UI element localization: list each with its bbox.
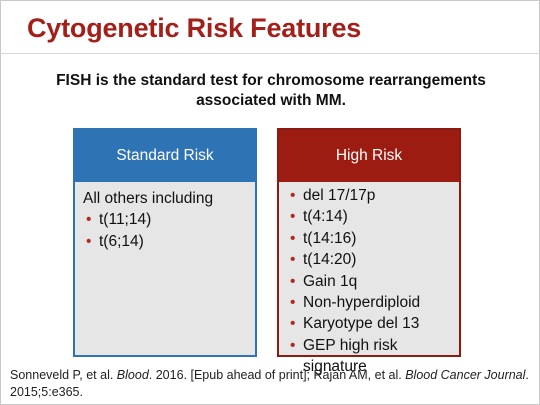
standard-risk-body: All others including • t(11;14) • t(6;14) (75, 182, 255, 252)
high-risk-column: High Risk • del 17/17p • t(4:14) • t(14:16)… (277, 128, 461, 375)
bullet-icon: • (86, 211, 92, 229)
slide-title: Cytogenetic Risk Features (27, 13, 362, 43)
bullet-icon: • (290, 187, 296, 204)
bullet-icon: • (290, 251, 296, 269)
bullet-icon: • (290, 272, 296, 290)
bullet-icon: • (290, 294, 296, 312)
list-item: • GEP high risk signature (290, 336, 398, 376)
high-risk-header: High Risk (279, 130, 459, 182)
list-item: • del 17/17p (287, 185, 459, 206)
high-risk-list: • del 17/17p • t(4:14) • t(14:16) • t(14:20)… (287, 185, 459, 378)
list-item: • t(6;14) (83, 231, 255, 252)
bullet-icon: • (290, 229, 296, 247)
list-item: • t(14:20) (287, 249, 459, 270)
bullet-icon: • (290, 315, 296, 333)
bullet-icon: • (86, 232, 92, 250)
list-item: • Gain 1q (287, 271, 459, 292)
bullet-icon: • (290, 208, 296, 226)
list-item: • Karyotype del 13 (287, 313, 459, 334)
list-item: • t(14:16) (287, 228, 459, 249)
standard-risk-column: Standard Risk All others including • t(11… (73, 128, 257, 357)
journal-name: Blood Cancer Journal (405, 368, 526, 382)
list-item: • t(4:14) (287, 206, 459, 227)
standard-risk-list: • t(11;14) • t(6;14) (83, 209, 255, 252)
list-item: • t(11;14) (83, 209, 255, 230)
bullet-icon: • (290, 336, 296, 354)
standard-risk-header: Standard Risk (75, 130, 255, 182)
title-divider (1, 53, 540, 54)
citation: Sonneveld P, et al. Blood. 2016. [Epub a… (10, 368, 529, 399)
standard-risk-intro: All others including (83, 190, 214, 207)
high-risk-body: • del 17/17p • t(4:14) • t(14:16) • t(14:20)… (279, 182, 459, 378)
list-item: • Non-hyperdiploid (287, 292, 459, 313)
slide-subtitle: FISH is the standard test for chromosome… (56, 72, 486, 109)
journal-name: Blood (116, 368, 149, 382)
